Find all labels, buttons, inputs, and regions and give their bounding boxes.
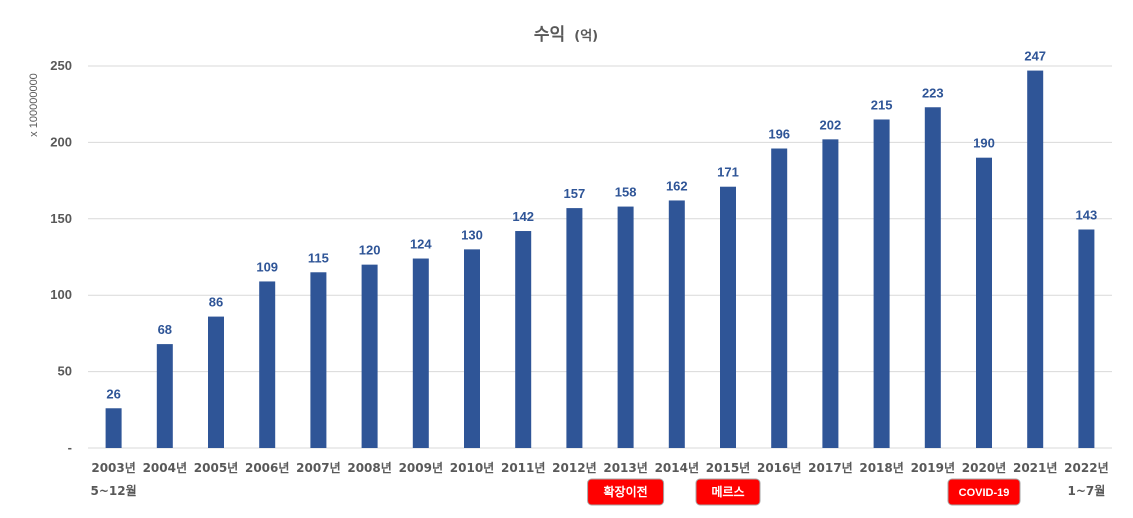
x-tick-label: 2004년: [143, 461, 187, 475]
data-label: 162: [666, 178, 688, 193]
data-label: 215: [871, 97, 893, 112]
bar: [156, 344, 173, 448]
x-tick-label: 2013년: [603, 461, 647, 475]
y-tick-label: 150: [50, 211, 72, 226]
event-badge: [947, 478, 1021, 506]
bar: [208, 316, 224, 448]
x-tick-label: 2018년: [859, 461, 903, 475]
data-label: 124: [410, 237, 432, 252]
data-labels: 26 68 86 109 115 120 124 130 142 157 158 162 171 196 2…: [106, 49, 1097, 402]
event-annotation: 확장이전: [587, 478, 665, 506]
x-tick-label: 2022년: [1064, 461, 1108, 475]
bar: [976, 157, 992, 448]
event-label: 확장이전: [604, 484, 648, 499]
bar: [822, 139, 839, 448]
x-tick-label: 2005년: [194, 461, 238, 475]
x-tick-label: 2016년: [757, 461, 801, 475]
bar: [310, 272, 327, 448]
x-tick-label: 2012년: [552, 461, 596, 475]
data-label: 86: [209, 295, 223, 310]
data-label: 26: [106, 386, 120, 401]
data-label: 171: [717, 165, 739, 180]
x-tick-label: 2014년: [655, 461, 699, 475]
event-annotations: 확장이전 메르스 COVID-19: [587, 478, 1021, 506]
bar: [668, 200, 685, 448]
bar: [1027, 70, 1044, 449]
x-tick-label: 2017년: [808, 461, 852, 475]
y-tick-label: 100: [50, 287, 72, 302]
event-badge: [587, 478, 665, 506]
event-label: 메르스: [711, 484, 744, 499]
bar: [1078, 229, 1095, 448]
data-label: 223: [922, 85, 944, 100]
x-tick-label: 2008년: [347, 461, 391, 475]
bar: [105, 408, 122, 448]
data-label: 115: [308, 250, 329, 265]
x-tick-label: 2003년: [91, 461, 135, 475]
data-label: 142: [512, 209, 534, 224]
x-tick-label: 2021년: [1013, 461, 1057, 475]
data-label: 120: [359, 243, 381, 258]
y-axis-ticks: - 50 100 150 200 250: [50, 58, 72, 455]
bar: [259, 281, 276, 448]
event-annotation: 메르스: [695, 478, 761, 506]
y-axis-label: x 100000000: [28, 73, 40, 137]
grid-lines: [88, 65, 1112, 449]
bars: [105, 70, 1095, 449]
data-label: 130: [461, 227, 483, 242]
chart-title-main: 수익: [534, 25, 565, 45]
data-label: 157: [564, 186, 586, 201]
y-tick-label: 50: [58, 364, 72, 379]
x-tick-sublabel: 5~12월: [91, 483, 137, 498]
event-badge: [695, 478, 761, 506]
x-tick-label: 2006년: [245, 461, 289, 475]
event-annotation: COVID-19: [947, 478, 1021, 506]
chart-title-unit: (억): [574, 29, 598, 44]
bar: [617, 206, 634, 448]
bar: [412, 258, 429, 448]
bar: [720, 186, 736, 448]
x-tick-sublabel: 1~7월: [1068, 483, 1106, 498]
bar: [924, 107, 941, 449]
svg-text:수익 (억): 수익 (억): [534, 25, 598, 45]
y-tick-label: 250: [50, 58, 72, 73]
bar: [464, 249, 480, 448]
y-tick-label: -: [68, 440, 72, 455]
chart-title: 수익 (억): [534, 25, 598, 45]
x-tick-label: 2010년: [450, 461, 494, 475]
data-label: 202: [820, 117, 842, 132]
x-tick-label: 2007년: [296, 461, 340, 475]
x-tick-label: 2009년: [399, 461, 443, 475]
data-label: 143: [1076, 207, 1098, 222]
data-label: 109: [256, 259, 278, 274]
bar: [566, 208, 583, 448]
x-tick-label: 2020년: [962, 461, 1006, 475]
bar: [873, 119, 890, 448]
data-label: 190: [973, 136, 995, 151]
x-axis-ticks: 2003년 5~12월 2004년 2005년 2006년 2007년 2008년 2009년…: [91, 461, 1109, 498]
y-tick-label: 200: [50, 134, 72, 149]
data-label: 196: [768, 127, 790, 142]
bar: [515, 231, 532, 448]
bar: [771, 148, 788, 448]
data-label: 158: [615, 185, 637, 200]
data-label: 247: [1024, 49, 1046, 64]
data-label: 68: [158, 322, 172, 337]
x-tick-label: 2015년: [706, 461, 750, 475]
event-label: COVID-19: [959, 487, 1010, 499]
x-tick-label: 2011년: [501, 461, 545, 475]
bar: [361, 264, 378, 448]
x-tick-label: 2019년: [911, 461, 955, 475]
